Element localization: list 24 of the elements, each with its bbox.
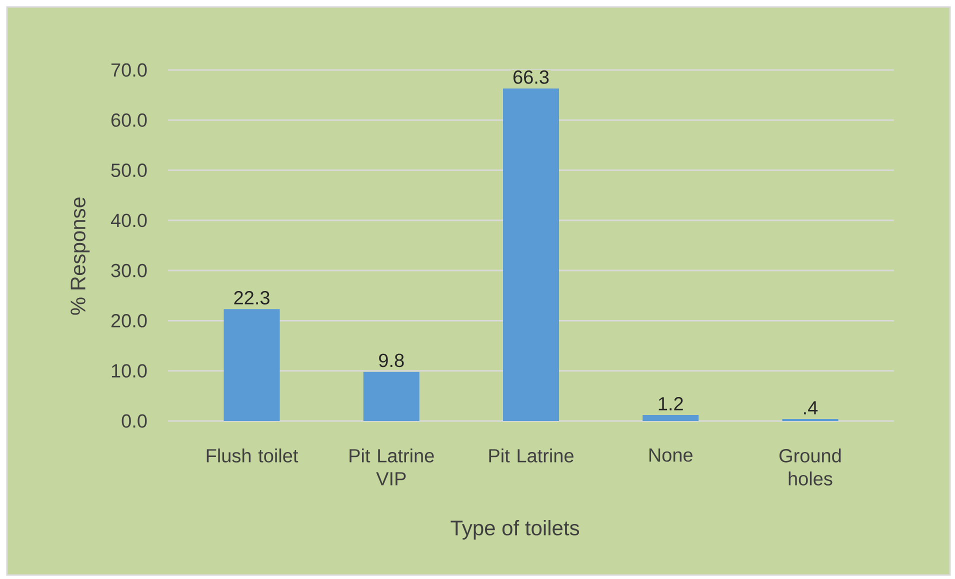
x-tick-label: None [649, 448, 692, 462]
x-tick-label: Pit Latrine VIP [350, 448, 434, 486]
x-tick-label: Ground holes [780, 448, 841, 486]
y-tick-label: 70.0 [111, 63, 147, 77]
y-tick-label: 50.0 [111, 164, 147, 178]
y-axis-title: % Response [70, 197, 90, 315]
bar [224, 309, 280, 421]
x-axis-title: Type of toilets [450, 520, 580, 540]
data-label: 66.3 [513, 70, 549, 84]
data-label: 22.3 [234, 291, 270, 304]
y-tick-label: 60.0 [111, 113, 147, 127]
y-tick-label: 20.0 [111, 314, 147, 328]
bar [363, 372, 420, 421]
y-tick-label: 40.0 [110, 214, 147, 228]
data-label: 9.8 [379, 354, 404, 368]
bar [642, 414, 699, 421]
y-tick-label: 0.0 [122, 414, 147, 428]
data-label: .4 [804, 401, 818, 414]
x-tick-label: Flush toilet [206, 448, 298, 462]
bar [503, 88, 560, 421]
y-tick-label: 10.0 [112, 364, 147, 378]
data-label: 1.2 [658, 397, 683, 410]
y-tick-label: 30.0 [111, 264, 147, 278]
x-tick-label: Pit Latrine [489, 448, 574, 462]
